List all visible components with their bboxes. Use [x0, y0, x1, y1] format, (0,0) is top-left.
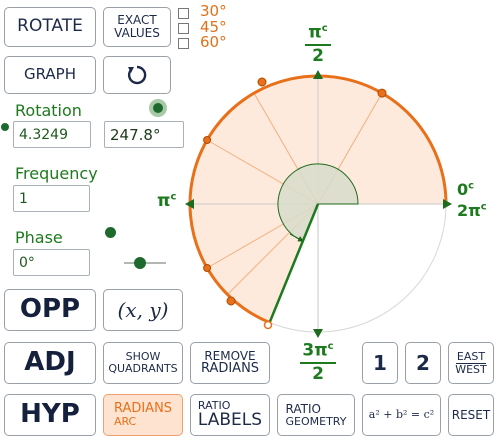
- point-60: [377, 88, 387, 98]
- checkbox-45[interactable]: [178, 23, 189, 34]
- terminal-side: [268, 203, 320, 323]
- arrow-right: [443, 199, 452, 209]
- rotation-slider-knob: [153, 103, 163, 113]
- opp-button[interactable]: OPP: [4, 289, 96, 331]
- point-210: [203, 264, 212, 272]
- hyp-label: HYP: [20, 399, 80, 430]
- checkbox-45-label: 45°: [200, 18, 227, 36]
- xy-label: (x, y): [117, 297, 169, 322]
- phase-input[interactable]: 0°: [13, 249, 90, 276]
- opp-label: OPP: [19, 294, 81, 325]
- phase-label: Phase: [15, 228, 63, 247]
- ratio-geometry-button[interactable]: RATIO GEOMETRY: [277, 394, 355, 436]
- remove-radians-button[interactable]: REMOVE RADIANS: [190, 342, 270, 384]
- adj-button[interactable]: ADJ: [4, 342, 96, 384]
- refresh-button[interactable]: [103, 56, 171, 94]
- reset-button[interactable]: RESET: [448, 394, 494, 436]
- angle-sector: [277, 163, 359, 242]
- hyp-button[interactable]: HYP: [4, 394, 96, 436]
- graph-label: GRAPH: [23, 65, 77, 84]
- arrow-bottom: [313, 329, 323, 338]
- rotation-radians-input[interactable]: 4.3249: [13, 121, 91, 148]
- exact-values-button[interactable]: EXACT VALUES: [103, 7, 171, 47]
- ratio-geometry-label-1: RATIO: [285, 401, 321, 416]
- adj-label: ADJ: [24, 347, 76, 378]
- pythagoras-label: a² + b² = c²: [368, 408, 435, 422]
- exact-values-label-2: VALUES: [114, 26, 160, 40]
- label-3pi-over-2: 3πc 2: [300, 342, 336, 383]
- checkbox-60[interactable]: [178, 38, 189, 49]
- rotation-left-handle[interactable]: [1, 123, 9, 131]
- point-150: [203, 136, 212, 144]
- frequency-label: Frequency: [15, 164, 98, 183]
- button-2-label: 2: [416, 350, 430, 375]
- remove-radians-label-2: RADIANS: [200, 361, 260, 377]
- checkbox-30[interactable]: [178, 8, 189, 19]
- phase-slider-handle[interactable]: [134, 257, 146, 269]
- angle-arrow: [289, 233, 304, 242]
- ratio-labels-button[interactable]: RATIO LABELS: [190, 394, 270, 436]
- arrow-top: [313, 70, 323, 79]
- show-quadrants-button[interactable]: SHOW QUADRANTS: [103, 342, 183, 384]
- button-2[interactable]: 2: [405, 342, 441, 384]
- pythagoras-button[interactable]: a² + b² = c²: [362, 394, 441, 436]
- frequency-input[interactable]: 1: [13, 185, 90, 212]
- ratio-geometry-label-2: GEOMETRY: [285, 414, 347, 428]
- label-zero: 0c: [457, 180, 475, 199]
- reset-label: RESET: [451, 407, 491, 422]
- east-west-button[interactable]: EAST WEST: [448, 342, 494, 384]
- show-quadrants-label-2: QUADRANTS: [108, 362, 178, 375]
- rotate-button[interactable]: ROTATE: [4, 7, 96, 47]
- show-quadrants-label-1: SHOW: [125, 350, 161, 364]
- xy-button[interactable]: (x, y): [103, 289, 183, 331]
- ratio-labels-label-1: RATIO: [197, 399, 231, 413]
- radians-arc-label-1: RADIANS: [113, 401, 173, 417]
- rotation-degrees-input[interactable]: 247.8°: [104, 121, 184, 148]
- label-pi: πc: [157, 191, 177, 211]
- button-1[interactable]: 1: [362, 342, 398, 384]
- label-pi-over-2: πc 2: [305, 24, 331, 65]
- checkbox-30-label: 30°: [200, 2, 227, 20]
- label-two-pi: 2πc: [457, 201, 487, 220]
- west-label: WEST: [455, 362, 487, 376]
- checkbox-60-label: 60°: [200, 33, 227, 51]
- radians-arc-label-2: ARC: [113, 415, 137, 429]
- exact-values-label-1: EXACT: [117, 13, 157, 28]
- rotation-label: Rotation: [15, 101, 82, 120]
- graph-button[interactable]: GRAPH: [4, 56, 96, 94]
- button-1-label: 1: [373, 350, 387, 375]
- point-120: [257, 77, 267, 87]
- ratio-labels-label-2: LABELS: [197, 409, 263, 430]
- radians-arc-button[interactable]: RADIANS ARC: [103, 394, 183, 436]
- point-225: [226, 296, 236, 306]
- point-terminal: [263, 320, 273, 330]
- remove-radians-label-1: REMOVE: [204, 348, 256, 363]
- arrow-left: [185, 199, 194, 209]
- east-label: EAST: [455, 349, 487, 364]
- refresh-icon: [127, 65, 147, 85]
- rotate-label: ROTATE: [17, 16, 83, 37]
- frequency-slider-handle[interactable]: [105, 227, 116, 238]
